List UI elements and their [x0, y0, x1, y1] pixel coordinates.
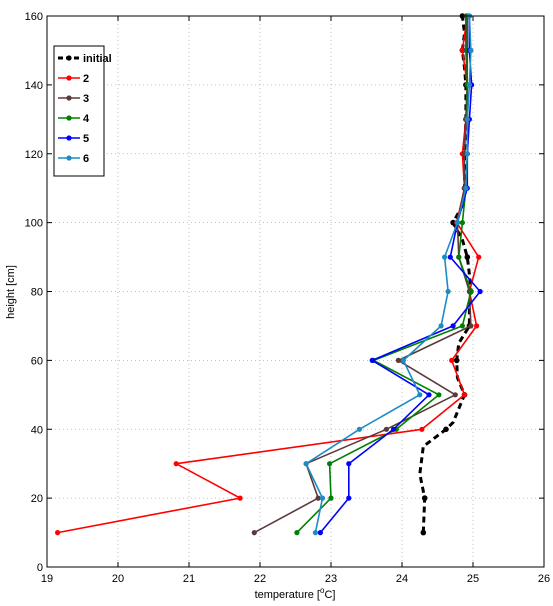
data-point: [442, 254, 448, 260]
data-point: [328, 495, 334, 501]
legend-label: 5: [83, 133, 89, 145]
y-tick-label: 160: [25, 11, 43, 23]
x-tick-label: 20: [112, 573, 124, 585]
data-point: [346, 495, 352, 501]
legend-marker: [66, 155, 72, 161]
data-point: [464, 151, 470, 157]
data-point: [464, 254, 471, 260]
data-point: [468, 323, 474, 329]
data-point: [237, 495, 243, 501]
series-5: [303, 13, 474, 536]
series-line: [418, 15, 473, 533]
data-point: [453, 357, 460, 364]
data-point: [450, 323, 456, 329]
data-point: [356, 426, 362, 432]
data-point: [383, 426, 389, 432]
data-point: [346, 461, 352, 467]
data-point: [294, 530, 300, 536]
data-point: [466, 82, 472, 88]
legend-marker: [66, 75, 72, 81]
grid-lines: [47, 16, 544, 567]
data-point: [452, 392, 458, 398]
data-point: [251, 530, 257, 536]
legend-label: 3: [83, 93, 89, 105]
y-tick-label: 80: [31, 287, 43, 299]
legend-label: 2: [83, 73, 89, 85]
data-point: [456, 254, 462, 260]
legend-label: 4: [83, 113, 90, 125]
data-point: [461, 392, 468, 398]
legend-label: 6: [83, 153, 89, 165]
legend-marker: [66, 55, 72, 61]
x-axis-label-tail: C]: [324, 589, 335, 601]
data-point: [426, 392, 432, 398]
x-tick-label: 23: [325, 573, 337, 585]
data-point: [445, 288, 451, 295]
y-tick-label: 0: [37, 562, 43, 574]
x-axis-label: temperature [oC]: [255, 586, 336, 601]
data-point: [450, 219, 456, 226]
y-tick-label: 120: [25, 149, 43, 161]
series-line: [305, 15, 472, 533]
data-point: [312, 530, 318, 536]
data-point: [421, 495, 428, 501]
legend: initial 2 3 4 5 6: [53, 45, 112, 177]
data-point: [474, 323, 480, 329]
data-point: [419, 426, 425, 432]
data-point: [477, 288, 483, 295]
data-point: [454, 220, 460, 226]
x-tick-label: 19: [41, 573, 53, 585]
series-line: [319, 16, 481, 534]
x-tick-label: 21: [183, 573, 195, 585]
data-point: [464, 116, 470, 122]
data-point: [55, 530, 61, 536]
legend-marker: [66, 95, 72, 101]
x-axis-label-sup: o: [320, 586, 325, 595]
y-tick-label: 100: [25, 218, 43, 230]
data-point: [317, 530, 323, 536]
y-tick-label: 20: [31, 493, 43, 505]
series-layer: [55, 13, 483, 536]
data-point: [468, 288, 474, 295]
x-tick-label: 26: [538, 573, 550, 585]
legend-marker: [66, 115, 72, 121]
data-point: [395, 357, 401, 363]
data-point: [319, 495, 326, 501]
y-tick-label: 40: [31, 424, 43, 436]
data-point: [459, 220, 465, 226]
data-point: [443, 426, 449, 433]
legend-marker: [66, 135, 72, 141]
data-point: [436, 392, 442, 398]
data-point: [476, 254, 482, 260]
x-tick-label: 24: [396, 573, 408, 585]
data-point: [369, 357, 375, 363]
x-tick-label: 25: [467, 573, 479, 585]
legend-box: [53, 45, 105, 177]
data-point: [315, 495, 321, 501]
x-axis-label-main: temperature [: [255, 589, 320, 601]
y-axis-label: height [cm]: [5, 265, 17, 319]
x-tick-label: 22: [254, 573, 266, 585]
data-point: [390, 426, 397, 432]
data-point: [468, 47, 474, 54]
data-point: [463, 185, 469, 191]
legend-label: initial: [83, 53, 112, 65]
y-tick-label: 60: [31, 355, 43, 367]
data-point: [459, 323, 465, 329]
data-point: [417, 392, 423, 398]
data-point: [303, 461, 309, 467]
data-point: [327, 461, 333, 467]
y-tick-label: 140: [25, 80, 43, 92]
data-point: [400, 357, 406, 363]
data-point: [447, 254, 453, 260]
data-point: [420, 529, 427, 536]
data-point: [173, 461, 179, 467]
data-point: [438, 323, 444, 329]
data-point: [449, 357, 455, 363]
